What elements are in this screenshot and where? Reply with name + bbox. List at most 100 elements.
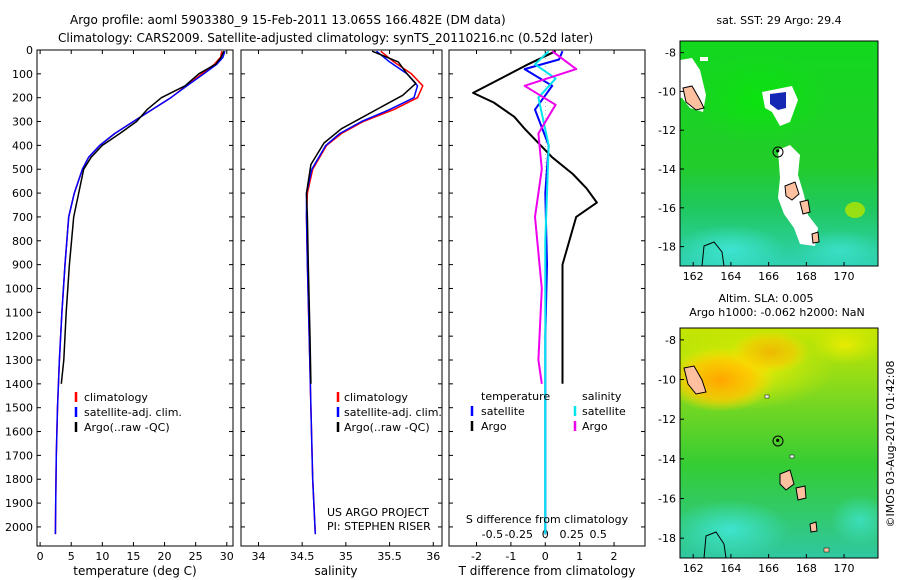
s-tick-label: 0.25 [559,528,584,541]
legend-label-satellite: satellite-adj. clim. [84,406,182,419]
lat-tick-label: -12 [658,124,676,137]
difference-series [472,50,598,546]
sla-map-axes: 162 164 166 168 170 -8 -10 -12 -14 -16 -18 [658,334,855,575]
lat-tick-label: -16 [658,202,676,215]
x-tick-label: 25 [189,550,203,563]
lon-tick-label: 162 [683,562,704,575]
series-line-s-argo [523,50,578,384]
lon-tick-label: 168 [796,562,817,575]
difference-legend: temperature satellite Argo salinity sate… [470,390,626,433]
depth-axis: 0 100 200 300 400 500 600 700 800 900 1000 1100 1200… [5,44,233,534]
lat-tick-label: -8 [665,47,676,60]
depth-tick-label: 1600 [5,426,33,439]
temperature-xlabel: temperature (deg C) [73,564,196,578]
series-line-s-satellite [534,50,557,535]
depth-tick-label: 1200 [5,330,33,343]
legend-label-argo: Argo(..raw -QC) [344,421,430,434]
x-tick-label: 20 [158,550,172,563]
salinity-axes-frame [240,49,443,547]
series-line-t-argo [472,50,598,384]
x-tick-label: 15 [126,550,140,563]
depth-tick-label: 1700 [5,449,33,462]
x-tick-label: 10 [95,550,109,563]
lon-tick-label: 162 [683,270,704,283]
temperature-legend: climatology satellite-adj. clim. Argo(..… [74,391,182,434]
project-annotation-line1: US ARGO PROJECT [327,506,429,519]
depth-tick-label: 1100 [5,306,33,319]
depth-tick-label: 500 [12,163,33,176]
s-difference-xlabel: S difference from climatology [466,513,629,526]
x-tick-label: 0 [37,550,44,563]
sst-map-axes: 162 164 166 168 170 -8 -10 -12 -14 -16 -18 [658,47,855,283]
lat-tick-label: -10 [658,374,676,387]
depth-tick-label: 900 [12,259,33,272]
sla-map-panel: Altim. SLA: 0.005 Argo h1000: -0.062 h20… [658,292,879,575]
legend-header-temperature: temperature [481,390,550,403]
lat-tick-label: -12 [658,413,676,426]
difference-depth-ticks [449,49,645,528]
legend-label-satellite: satellite-adj. clim. [344,406,442,419]
x-tick-label: 34 [251,550,265,563]
lon-tick-label: 166 [758,270,779,283]
lat-tick-label: -16 [658,493,676,506]
temperature-axes-frame [36,49,234,547]
depth-tick-label: 200 [12,92,33,105]
depth-tick-label: 100 [12,68,33,81]
x-tick-label: -1 [505,550,516,563]
depth-tick-label: 1900 [5,497,33,510]
difference-s-axis: -0.5 -0.25 0 0.25 0.5 [482,528,607,541]
series-line-argo [305,50,417,384]
series-line-argo [60,50,225,384]
sst-map-image [680,41,878,266]
salinity-xlabel: salinity [314,564,357,578]
s-tick-label: -0.5 [482,528,503,541]
depth-tick-label: 700 [12,211,33,224]
series-line-satellite-adj-clim- [305,50,419,535]
temperature-x-axis: 0 5 10 15 20 25 30 [37,50,234,563]
depth-tick-label: 400 [12,139,33,152]
x-tick-label: 36 [426,550,440,563]
x-tick-label: -2 [471,550,482,563]
sst-map-title: sat. SST: 29 Argo: 29.4 [716,14,841,27]
salinity-x-axis: 34 34.5 35 35.5 36 [251,50,440,563]
temperature-panel: 0 100 200 300 400 500 600 700 800 900 1000 1100 1200… [5,44,234,578]
legend-label-climatology: climatology [84,391,148,404]
depth-tick-label: 2000 [5,521,33,534]
lon-tick-label: 164 [720,270,741,283]
depth-tick-label: 300 [12,116,33,129]
lat-tick-label: -18 [658,241,676,254]
argo-position-marker [776,438,780,442]
salinity-panel: 34 34.5 35 35.5 36 climatology satellite-adj… [240,49,443,578]
x-tick-label: 35 [339,550,353,563]
s-tick-label: 0.5 [589,528,607,541]
lon-tick-label: 170 [834,270,855,283]
x-tick-label: 30 [220,550,234,563]
x-tick-label: 34.5 [290,550,315,563]
legend-label-argo: Argo(..raw -QC) [84,421,170,434]
x-tick-label: 35.5 [377,550,402,563]
x-tick-label: 1 [576,550,583,563]
legend-label-climatology: climatology [344,391,408,404]
sla-map-title-line2: Argo h1000: -0.062 h2000: NaN [689,306,865,319]
difference-t-axis: -2 -1 0 1 2 [471,50,618,563]
sla-map-frame [679,327,879,559]
depth-tick-label: 800 [12,235,33,248]
lat-tick-label: -8 [665,334,676,347]
salinity-legend: climatology satellite-adj. clim. Argo(..… [336,391,442,434]
difference-panel: -2 -1 0 1 2 -0.5 -0.25 0 0.25 0.5 temperature sa… [448,49,646,578]
figure-title-line1: Argo profile: aoml 5903380_9 15-Feb-2011… [70,13,506,27]
x-tick-label: 2 [611,550,618,563]
imos-timestamp: ©IMOS 03-Aug-2017 01:42:08 [884,361,897,528]
lat-tick-label: -10 [658,85,676,98]
t-difference-xlabel: T difference from climatology [458,564,636,578]
depth-tick-label: 1000 [5,282,33,295]
sla-map-image [680,328,878,558]
lon-tick-label: 166 [758,562,779,575]
project-annotation-line2: PI: STEPHEN RISER [327,520,431,533]
depth-tick-label: 600 [12,187,33,200]
lon-tick-label: 170 [834,562,855,575]
lat-tick-label: -14 [658,163,676,176]
figure-title-line2: Climatology: CARS2009. Satellite-adjuste… [58,31,593,45]
series-line-climatology [305,50,424,535]
